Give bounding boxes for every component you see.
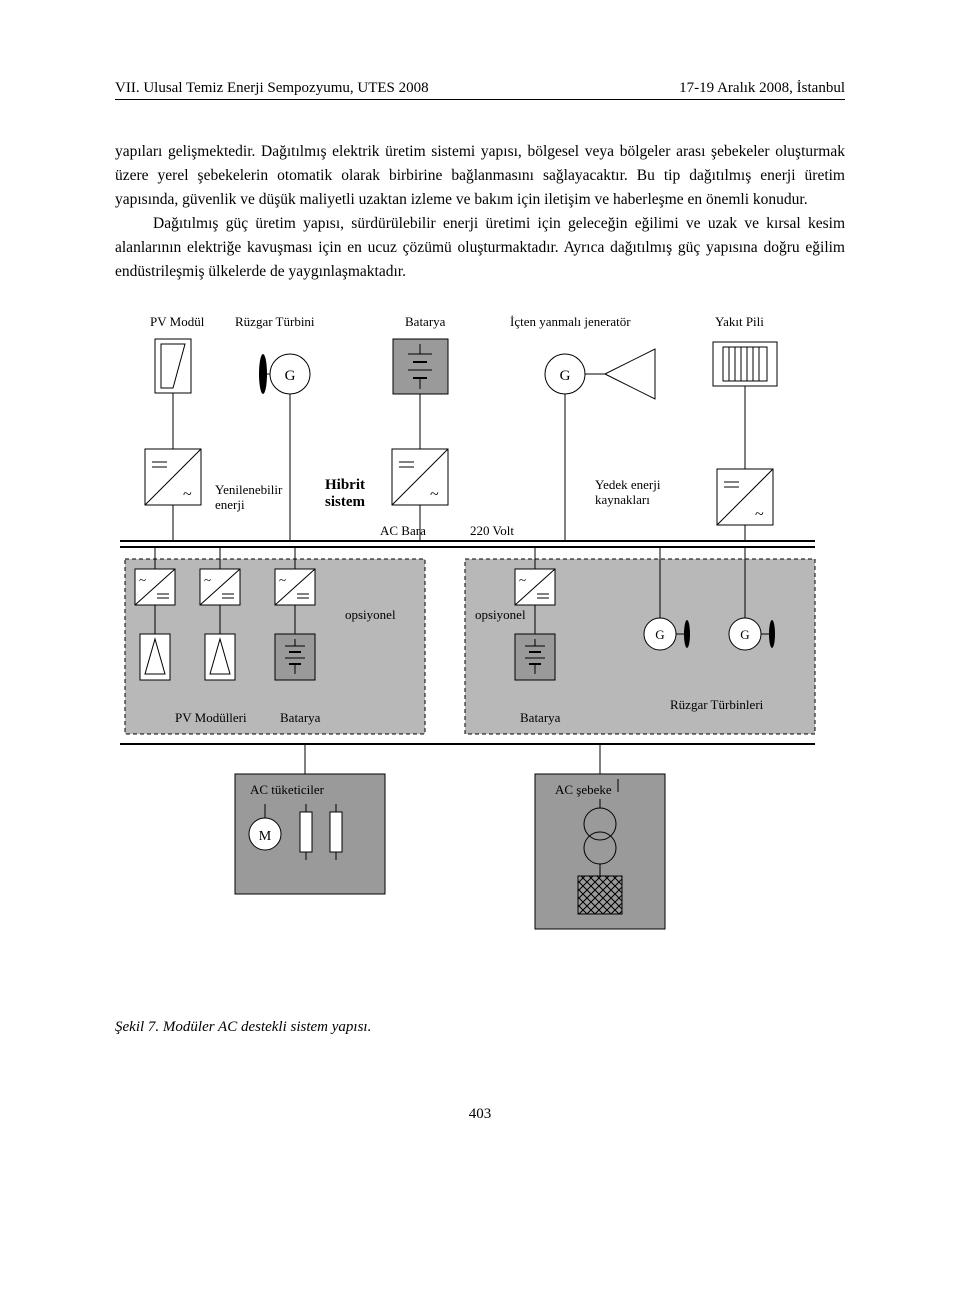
label-220v: 220 Volt: [470, 523, 514, 538]
label-batarya: Batarya: [405, 314, 446, 329]
diagram: PV Modül Rüzgar Türbini Batarya İçten ya…: [115, 314, 845, 999]
svg-text:~: ~: [279, 572, 286, 587]
svg-text:~: ~: [519, 572, 526, 587]
page-number: 403: [115, 1106, 845, 1123]
page-header: VII. Ulusal Temiz Enerji Sempozyumu, UTE…: [115, 80, 845, 100]
label-icten-yanmali: İçten yanmalı jeneratör: [510, 314, 631, 329]
body-text: yapıları gelişmektedir. Dağıtılmış elekt…: [115, 140, 845, 284]
label-ruzgar-turbinleri: Rüzgar Türbinleri: [670, 697, 764, 712]
svg-text:~: ~: [755, 506, 764, 523]
label-opsiyonel-right: opsiyonel: [475, 607, 526, 622]
inverter-left: ~: [145, 449, 201, 541]
label-yedek-2: kaynakları: [595, 492, 650, 507]
label-pv-modul: PV Modül: [150, 314, 205, 329]
ic-generator-icon: G: [545, 349, 655, 541]
label-yedek-1: Yedek enerji: [595, 477, 661, 492]
svg-text:~: ~: [183, 486, 192, 503]
svg-text:~: ~: [430, 486, 439, 503]
label-hibrit-2: sistem: [325, 494, 365, 510]
svg-text:~: ~: [204, 572, 211, 587]
label-yenilenebilir-2: enerji: [215, 497, 245, 512]
svg-text:G: G: [655, 627, 664, 642]
inverter-right: ~: [717, 469, 773, 541]
label-hibrit-1: Hibrit: [325, 477, 365, 493]
ac-grid: AC şebeke: [535, 744, 665, 929]
wind-turbine-icon: G: [259, 354, 310, 541]
paragraph-1b: Dağıtılmış güç üretim yapısı, sürdürüleb…: [115, 212, 845, 284]
svg-text:G: G: [285, 368, 296, 384]
label-yakit-pili: Yakıt Pili: [715, 314, 764, 329]
label-ac-bara: AC Bara: [380, 523, 426, 538]
fuel-cell-icon: [713, 342, 777, 469]
svg-text:G: G: [560, 368, 571, 384]
header-left: VII. Ulusal Temiz Enerji Sempozyumu, UTE…: [115, 80, 429, 97]
svg-text:~: ~: [139, 572, 146, 587]
paragraph-1a: yapıları gelişmektedir. Dağıtılmış elekt…: [115, 140, 845, 212]
svg-text:M: M: [259, 829, 272, 844]
battery-top-icon: [393, 339, 448, 449]
svg-text:G: G: [740, 627, 749, 642]
figure-caption: Şekil 7. Modüler AC destekli sistem yapı…: [115, 1019, 845, 1036]
label-opsiyonel-left: opsiyonel: [345, 607, 396, 622]
ac-consumers: AC tüketiciler M: [235, 744, 385, 894]
diagram-svg: PV Modül Rüzgar Türbini Batarya İçten ya…: [115, 314, 845, 994]
svg-text:AC tüketiciler: AC tüketiciler: [250, 782, 325, 797]
label-pv-modulleri: PV Modülleri: [175, 710, 247, 725]
label-batarya-left: Batarya: [280, 710, 321, 725]
label-ruzgar-turbini: Rüzgar Türbini: [235, 314, 315, 329]
header-right: 17-19 Aralık 2008, İstanbul: [679, 80, 845, 97]
label-yenilenebilir-1: Yenilenebilir: [215, 482, 283, 497]
label-batarya-right: Batarya: [520, 710, 561, 725]
pv-module-icon: [155, 339, 191, 449]
svg-text:AC şebeke: AC şebeke: [555, 782, 612, 797]
